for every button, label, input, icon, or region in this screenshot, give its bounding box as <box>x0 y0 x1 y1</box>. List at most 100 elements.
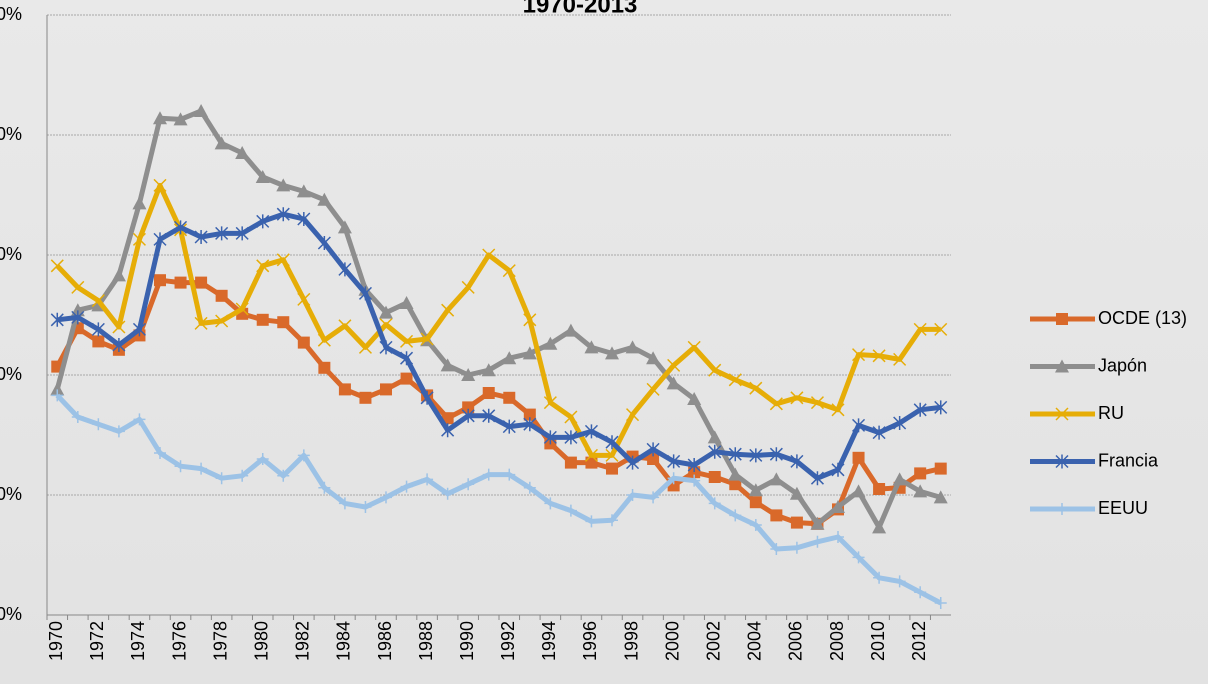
marker <box>441 423 455 438</box>
marker <box>400 334 414 348</box>
marker <box>585 456 598 469</box>
series <box>51 389 947 609</box>
marker <box>276 253 290 267</box>
marker <box>91 294 105 308</box>
marker <box>276 178 291 192</box>
marker <box>297 292 311 306</box>
marker <box>358 286 372 301</box>
marker <box>133 413 146 426</box>
marker <box>831 500 845 513</box>
marker <box>749 381 763 395</box>
line <box>56 211 942 481</box>
marker <box>729 478 742 491</box>
y-tick-label: 20% <box>0 364 22 384</box>
marker <box>893 575 906 588</box>
marker <box>421 473 434 486</box>
marker <box>441 303 455 317</box>
marker <box>502 419 516 434</box>
marker <box>317 333 331 347</box>
marker <box>482 387 495 399</box>
marker <box>728 373 742 387</box>
marker <box>174 220 188 235</box>
marker <box>789 486 804 500</box>
marker <box>297 336 310 349</box>
marker <box>276 207 290 222</box>
marker <box>440 358 455 372</box>
marker <box>934 322 948 336</box>
marker <box>92 418 105 431</box>
marker <box>255 170 270 183</box>
marker <box>154 447 166 459</box>
marker <box>1056 503 1068 515</box>
y-tick-label: 0% <box>0 604 22 624</box>
marker <box>769 472 784 486</box>
marker <box>585 515 598 528</box>
marker <box>461 408 475 423</box>
marker <box>400 480 413 493</box>
x-tick-label: 2010 <box>868 621 888 661</box>
marker <box>482 408 496 423</box>
marker <box>687 392 702 405</box>
marker <box>91 322 105 337</box>
marker <box>337 220 352 234</box>
x-tick-label: 1978 <box>210 621 230 661</box>
marker <box>544 497 557 510</box>
x-tick-label: 1988 <box>416 621 436 661</box>
marker <box>256 313 269 326</box>
marker <box>1056 313 1068 325</box>
legend-label: EEUU <box>1098 498 1148 518</box>
marker <box>934 400 948 415</box>
marker <box>112 338 126 352</box>
marker <box>933 490 948 504</box>
series <box>50 207 948 486</box>
marker <box>173 112 188 126</box>
marker <box>873 571 886 584</box>
marker <box>647 491 660 504</box>
marker <box>71 310 85 325</box>
marker <box>503 468 516 481</box>
marker <box>749 448 763 463</box>
marker <box>215 472 228 485</box>
marker <box>112 320 126 334</box>
marker <box>1055 454 1069 469</box>
marker <box>71 411 84 423</box>
marker <box>296 184 311 198</box>
marker <box>441 487 454 500</box>
marker <box>626 489 639 501</box>
marker <box>790 541 803 554</box>
x-tick-label: 1972 <box>87 621 107 661</box>
marker <box>338 383 351 396</box>
x-tick-label: 2008 <box>827 621 847 661</box>
marker <box>914 586 927 599</box>
marker <box>934 462 947 475</box>
marker <box>277 316 290 329</box>
marker <box>153 178 167 192</box>
marker <box>708 471 721 483</box>
marker <box>852 451 865 464</box>
marker <box>71 280 85 294</box>
marker <box>708 363 722 377</box>
marker <box>667 472 680 485</box>
marker <box>523 417 537 432</box>
marker <box>605 346 619 360</box>
marker <box>174 460 187 473</box>
marker <box>462 401 475 414</box>
marker <box>380 383 392 396</box>
marker <box>913 322 927 336</box>
marker <box>215 314 229 328</box>
marker <box>625 340 640 354</box>
marker <box>358 340 372 354</box>
marker <box>174 276 187 289</box>
marker <box>564 504 577 517</box>
marker <box>790 454 804 469</box>
marker <box>462 478 475 491</box>
marker <box>195 276 208 289</box>
marker <box>523 481 536 494</box>
marker <box>235 146 250 159</box>
marker <box>729 509 742 522</box>
marker <box>563 323 578 337</box>
marker <box>605 448 619 462</box>
x-tick-label: 1974 <box>128 621 148 661</box>
marker <box>647 453 660 465</box>
marker <box>687 340 701 354</box>
